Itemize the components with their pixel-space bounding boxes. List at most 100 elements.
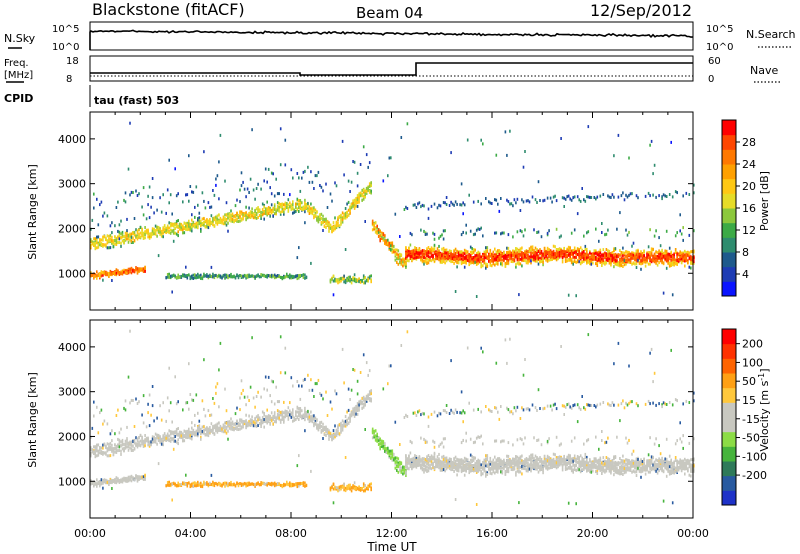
echo-cell	[622, 251, 624, 255]
echo-cell	[105, 481, 107, 485]
echo-cell	[560, 250, 562, 254]
echo-cell	[295, 413, 297, 417]
echo-cell	[260, 275, 262, 279]
echo-cell	[343, 274, 345, 278]
echo-cell	[168, 439, 170, 443]
echo-cell	[102, 443, 104, 447]
echo-cell	[619, 211, 621, 215]
echo-cell	[216, 275, 219, 279]
echo-cell	[640, 253, 642, 257]
echo-cell	[501, 254, 504, 258]
echo-cell	[456, 261, 458, 265]
echo-cell	[245, 484, 247, 488]
echo-cell	[240, 184, 243, 188]
echo-cell	[102, 238, 104, 242]
echo-cell	[305, 206, 308, 209]
echo-cell	[166, 275, 169, 279]
echo-cell	[367, 186, 369, 190]
echo-cell	[153, 232, 155, 235]
echo-cell	[670, 140, 672, 144]
echo-cell	[584, 247, 587, 251]
echo-cell	[127, 445, 130, 449]
echo-cell	[319, 184, 321, 187]
echo-cell	[248, 206, 250, 210]
echo-cell	[492, 250, 495, 254]
echo-cell	[420, 228, 422, 232]
echo-cell	[270, 203, 273, 207]
y-tick-label: 4000	[58, 133, 86, 146]
echo-cell	[527, 256, 529, 260]
echo-cell	[682, 194, 684, 198]
echo-cell	[497, 255, 499, 259]
echo-cell	[189, 483, 192, 487]
echo-cell	[136, 194, 139, 197]
echo-cell	[123, 442, 125, 446]
echo-cell	[506, 198, 508, 202]
echo-cell	[201, 277, 204, 281]
echo-cell	[534, 198, 537, 202]
echo-cell	[127, 167, 130, 171]
echo-cell	[93, 242, 95, 246]
echo-cell	[236, 217, 238, 221]
echo-cell	[198, 426, 201, 430]
echo-cell	[519, 229, 522, 233]
echo-cell	[286, 482, 288, 486]
echo-cell	[279, 371, 282, 375]
echo-cell	[466, 258, 469, 262]
echo-cell	[133, 478, 136, 482]
echo-cell	[429, 256, 431, 260]
echo-cell	[97, 241, 100, 245]
echo-cell	[530, 259, 532, 263]
echo-cell	[572, 196, 574, 200]
echo-cell	[453, 257, 455, 261]
echo-cell	[680, 253, 683, 257]
echo-cell	[548, 258, 550, 262]
echo-cell	[338, 224, 341, 228]
echo-cell	[160, 437, 163, 441]
echo-cell	[185, 265, 187, 269]
echo-cell	[584, 257, 587, 261]
echo-cell	[424, 233, 427, 236]
echo-cell	[157, 438, 160, 442]
echo-cell	[427, 246, 430, 249]
echo-cell	[222, 222, 225, 226]
echo-cell	[106, 422, 109, 426]
echo-cell	[570, 259, 573, 263]
echo-cell	[153, 229, 155, 233]
echo-cell	[148, 232, 151, 236]
echo-cell	[605, 252, 608, 256]
echo-cell	[355, 198, 357, 202]
echo-cell	[522, 254, 525, 258]
echo-cell	[132, 440, 134, 443]
echo-cell	[463, 203, 466, 207]
echo-cell	[246, 424, 249, 428]
echo-cell	[662, 254, 665, 258]
echo-cell	[468, 254, 470, 258]
echo-cell	[491, 252, 493, 256]
echo-cell	[279, 202, 282, 206]
echo-cell	[188, 430, 190, 434]
echo-cell	[270, 273, 273, 277]
echo-cell	[650, 252, 653, 256]
echo-cell	[368, 276, 371, 280]
echo-cell	[379, 237, 381, 241]
echo-cell	[424, 250, 427, 253]
echo-cell	[103, 479, 106, 483]
echo-cell	[652, 247, 654, 251]
echo-cell	[197, 411, 199, 415]
echo-cell	[617, 195, 620, 199]
echo-cell	[278, 202, 280, 206]
echo-cell	[108, 275, 110, 278]
echo-cell	[212, 223, 214, 227]
echo-cell	[198, 483, 201, 487]
echo-cell	[276, 416, 279, 420]
echo-cell	[687, 261, 689, 265]
echo-cell	[441, 260, 443, 264]
echo-cell	[147, 203, 149, 207]
echo-cell	[165, 228, 167, 232]
echo-cell	[254, 215, 256, 219]
echo-cell	[292, 384, 294, 388]
echo-cell	[240, 217, 243, 221]
echo-cell	[341, 277, 344, 281]
echo-cell	[617, 263, 620, 267]
